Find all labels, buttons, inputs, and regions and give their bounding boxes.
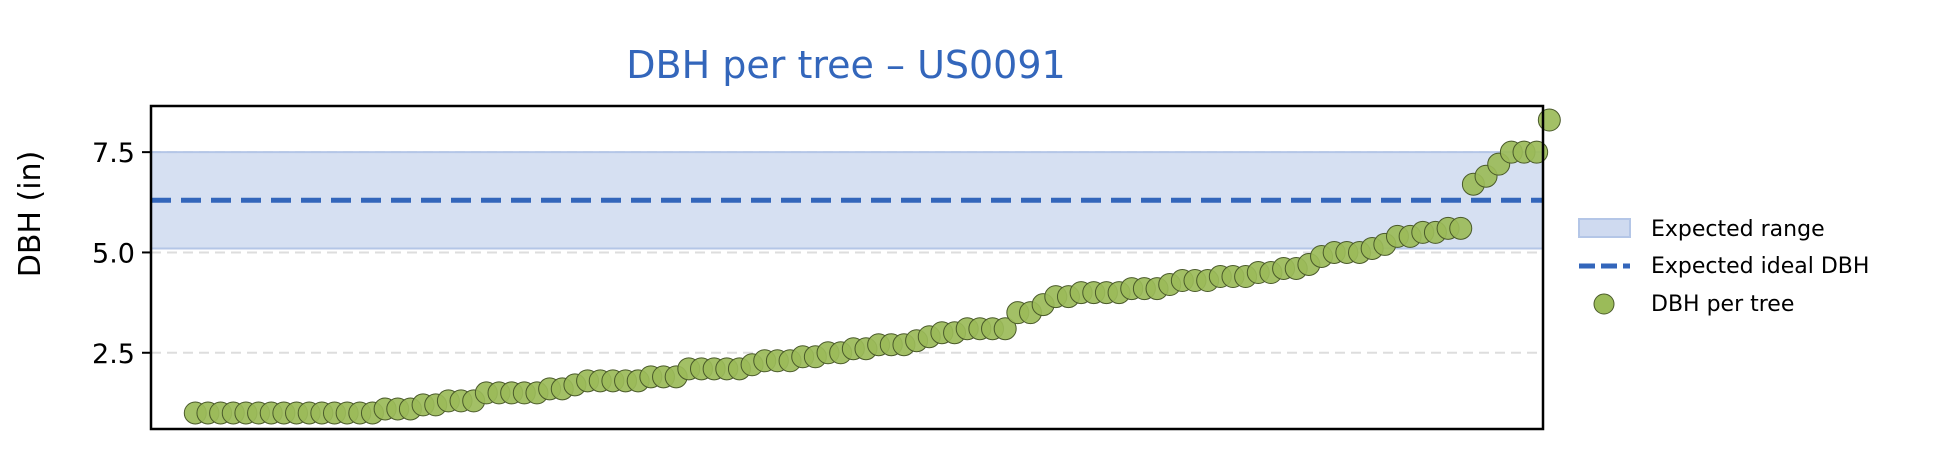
data-point <box>1449 216 1473 240</box>
legend-expected-range-label: Expected range <box>1651 217 1825 242</box>
legend-dbh-point-swatch <box>1593 293 1615 315</box>
data-point <box>1537 108 1561 132</box>
y-tick-label: 5.0 <box>92 238 135 269</box>
data-point <box>993 317 1017 341</box>
y-axis-label: DBH (in) <box>13 151 48 278</box>
y-tick-label: 2.5 <box>92 339 135 370</box>
data-point <box>1525 140 1549 164</box>
chart-title: DBH per tree – US0091 <box>626 43 1065 87</box>
legend-expected-range-swatch <box>1578 218 1631 238</box>
y-axis: 2.5 5.0 7.5 <box>92 138 151 370</box>
dbh-points <box>183 108 1561 425</box>
legend-dbh-per-tree-label: DBH per tree <box>1651 292 1794 317</box>
legend-expected-ideal-label: Expected ideal DBH <box>1651 254 1869 279</box>
plot-frame <box>149 104 1545 431</box>
legend: Expected range Expected ideal DBH DBH pe… <box>1578 217 1869 317</box>
plot-area <box>149 104 1561 431</box>
y-tick-label: 7.5 <box>92 138 135 169</box>
